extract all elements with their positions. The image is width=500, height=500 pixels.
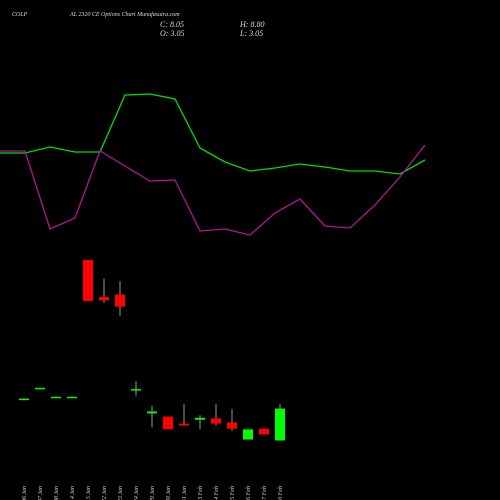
chart-subtitle: AL 2320 CE Options Chart Munafasutra.com <box>69 11 180 18</box>
line-series <box>0 93 426 175</box>
x-tick-label: 06 Jan <box>22 486 28 500</box>
x-tick-label: 08 Jan <box>54 486 60 500</box>
x-tick-label: 06 Feb <box>246 486 252 500</box>
ohlc-low: L: 3.05 <box>239 29 263 38</box>
x-tick-label: 23 Jan <box>118 486 124 500</box>
chart-title: COLP <box>12 12 28 18</box>
x-tick-label: 04 Feb <box>213 486 220 500</box>
x-tick-label: 10 Feb <box>278 486 284 500</box>
candle-body <box>227 422 237 429</box>
x-tick-label: 03 Feb <box>198 486 204 500</box>
ohlc-open: O: 3.05 <box>160 29 184 38</box>
candle-body <box>275 408 285 441</box>
candle-body <box>131 389 141 391</box>
candle-body <box>67 396 77 399</box>
x-tick-label: 07 Feb <box>262 486 268 500</box>
x-tick-label: 14 Jan <box>69 486 76 500</box>
candle-body <box>259 428 269 435</box>
candle-body <box>147 411 157 414</box>
x-tick-label: 07 Jan <box>38 486 44 500</box>
candle-body <box>19 398 29 401</box>
x-tick-label: 31 Jan <box>182 486 188 500</box>
candle-body <box>99 297 109 301</box>
candle-body <box>195 417 205 420</box>
candle-body <box>115 294 125 307</box>
x-tick-label: 15 Jan <box>86 486 92 500</box>
candle-body <box>83 260 93 301</box>
candle-body <box>243 429 253 440</box>
candle-body <box>179 423 189 426</box>
x-tick-label: 22 Jan <box>102 486 108 500</box>
candle-body <box>163 416 173 430</box>
line-series <box>0 144 426 236</box>
x-tick-label: 29 Jan <box>150 486 156 500</box>
candle-body <box>51 396 61 399</box>
x-tick-label: 05 Feb <box>230 486 236 500</box>
x-tick-label: 24 Jan <box>133 486 140 500</box>
ohlc-high: H: 8.80 <box>239 20 264 29</box>
x-tick-label: 30 Jan <box>166 486 172 500</box>
candle-body <box>211 418 221 424</box>
ohlc-close: C: 8.05 <box>160 20 184 29</box>
candle-body <box>35 387 45 390</box>
